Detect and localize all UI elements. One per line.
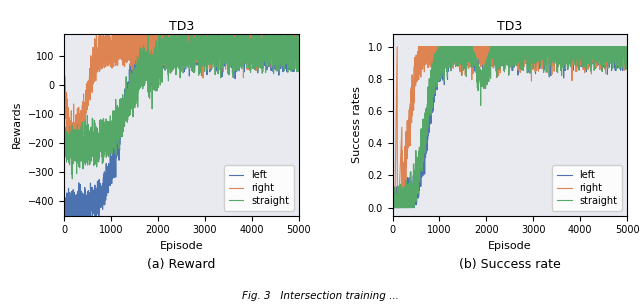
right — [478, 45, 486, 49]
straight — [236, 51, 243, 55]
X-axis label: Episode: Episode — [488, 241, 532, 251]
left — [388, 206, 396, 209]
right — [541, 51, 549, 55]
Line: straight: straight — [392, 47, 627, 208]
Line: straight: straight — [64, 17, 299, 179]
left — [201, 47, 209, 51]
straight — [60, 142, 68, 145]
straight — [623, 45, 631, 49]
right — [564, 50, 572, 54]
straight — [150, 75, 157, 78]
left — [103, 179, 111, 183]
Line: left: left — [64, 21, 299, 234]
straight — [435, 45, 443, 49]
Text: Fig. 3   Intersection training ...: Fig. 3 Intersection training ... — [241, 291, 399, 301]
right — [73, 152, 81, 156]
straight — [478, 71, 486, 75]
left — [529, 45, 537, 49]
left — [295, 55, 303, 59]
right — [295, 39, 303, 43]
right — [582, 61, 589, 65]
left — [564, 47, 572, 51]
Title: TD3: TD3 — [497, 20, 522, 33]
right — [388, 206, 396, 209]
left — [150, 50, 157, 54]
Legend: left, right, straight: left, right, straight — [224, 165, 294, 211]
straight — [229, 15, 237, 18]
left — [478, 45, 486, 49]
straight — [564, 48, 572, 52]
left — [61, 232, 69, 236]
right — [212, 51, 220, 55]
left — [623, 52, 631, 56]
straight — [431, 72, 439, 75]
right — [623, 45, 631, 49]
Text: (a) Reward: (a) Reward — [147, 258, 216, 271]
X-axis label: Episode: Episode — [159, 241, 203, 251]
Line: left: left — [392, 47, 627, 208]
Y-axis label: Rewards: Rewards — [12, 101, 22, 148]
left — [253, 53, 261, 56]
Line: right: right — [392, 47, 627, 208]
left — [236, 50, 243, 54]
left — [582, 45, 589, 49]
straight — [541, 45, 549, 49]
left — [212, 49, 220, 53]
left — [60, 200, 68, 204]
straight — [103, 138, 111, 142]
straight — [253, 41, 261, 44]
Legend: left, right, straight: left, right, straight — [552, 165, 622, 211]
Line: right: right — [64, 15, 299, 154]
right — [236, 50, 243, 54]
left — [437, 45, 445, 49]
left — [246, 19, 254, 23]
right — [103, 54, 111, 58]
straight — [68, 177, 76, 181]
right — [150, 41, 157, 45]
straight — [295, 43, 303, 47]
left — [431, 94, 439, 97]
right — [529, 56, 537, 60]
Y-axis label: Success rates: Success rates — [352, 86, 362, 163]
left — [541, 46, 549, 50]
right — [201, 55, 209, 59]
straight — [212, 47, 220, 51]
right — [431, 54, 439, 57]
straight — [529, 47, 537, 51]
straight — [201, 50, 209, 54]
straight — [388, 206, 396, 209]
right — [60, 141, 68, 145]
straight — [582, 53, 589, 57]
Title: TD3: TD3 — [169, 20, 194, 33]
right — [259, 13, 267, 17]
right — [394, 45, 401, 49]
Text: (b) Success rate: (b) Success rate — [459, 258, 561, 271]
right — [253, 59, 260, 63]
